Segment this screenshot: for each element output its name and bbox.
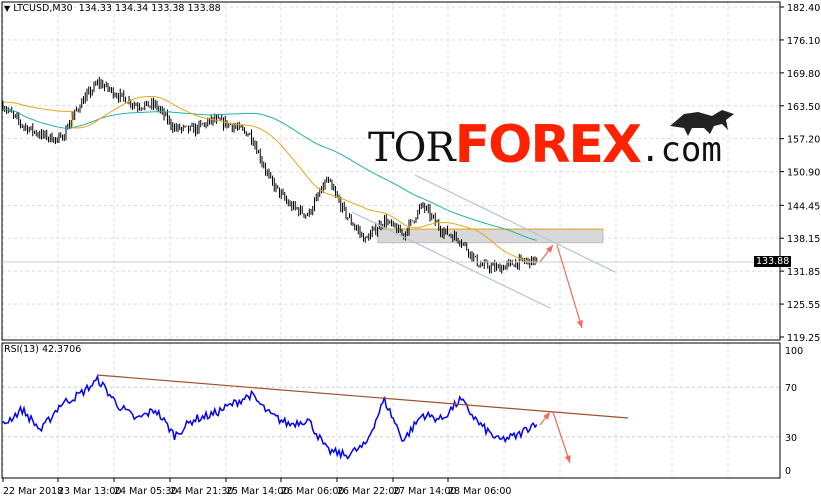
logo-com: .com (639, 130, 722, 170)
rsi-tick-label: 0 (785, 466, 791, 477)
logo-forex: FOREX (454, 115, 642, 175)
y-tick-label: 182.40 (787, 3, 820, 14)
y-tick-label: 169.80 (787, 69, 820, 80)
x-tick-label: 28 Mar 06:00 (448, 486, 511, 497)
y-tick-label: 163.50 (787, 102, 820, 113)
y-tick-label: 150.90 (787, 168, 820, 179)
y-tick-label: 131.85 (787, 267, 820, 278)
moving-average-slow (2, 108, 537, 241)
rsi-panel-frame (1, 342, 781, 479)
price-panel-frame (1, 1, 781, 341)
x-tick-label: 22 Mar 2018 (3, 486, 63, 497)
forecast-arrow-up-head (546, 245, 553, 253)
channel-upper-line (414, 174, 616, 273)
forecast-arrow-down-head (576, 320, 583, 328)
x-tick-label: 26 Mar 22:00 (337, 486, 400, 497)
rsi-tick-label: 100 (785, 346, 803, 357)
symbol-header: ▼ LTCUSD,M30 134.33 134.34 133.38 133.88 (4, 3, 221, 14)
y-tick-label: 125.55 (787, 300, 820, 311)
triangle-down-icon[interactable]: ▼ (4, 4, 11, 13)
rsi-label: RSI(13) 42.3706 (4, 344, 82, 355)
y-tick-label: 144.45 (787, 201, 820, 212)
rsi-arrow-down-head (564, 455, 571, 463)
x-tick-label: 23 Mar 13:00 (58, 486, 121, 497)
x-tick-label: 24 Mar 21:30 (170, 486, 233, 497)
y-tick-label: 119.25 (787, 333, 820, 344)
moving-average-fast (2, 95, 537, 264)
rsi-arrow-up-head (543, 412, 550, 420)
symbol-timeframe: LTCUSD,M30 (13, 3, 73, 14)
torforex-logo: TOR FOREX .com (368, 110, 734, 175)
y-tick-label: 138.15 (787, 234, 820, 245)
rsi-trendline (96, 374, 629, 419)
bull-icon (670, 110, 734, 136)
y-tick-label: 157.20 (787, 135, 820, 146)
current-price-label: 133.88 (754, 256, 792, 267)
channel-lower-line (351, 211, 551, 309)
rsi-arrow-down (552, 411, 571, 464)
rsi-tick-label: 30 (785, 433, 797, 444)
rsi-line (2, 374, 538, 461)
x-tick-label: 26 Mar 06:00 (281, 486, 344, 497)
rsi-tick-label: 70 (785, 383, 797, 394)
y-tick-label: 176.10 (787, 36, 820, 47)
x-tick-label: 27 Mar 14:00 (393, 486, 456, 497)
logo-tor: TOR (368, 125, 456, 171)
x-tick-label: 25 Mar 14:00 (226, 486, 289, 497)
forecast-arrow-down (556, 244, 583, 329)
x-tick-label: 24 Mar 05:30 (114, 486, 177, 497)
ohlc-values: 134.33 134.34 133.38 133.88 (78, 3, 221, 14)
